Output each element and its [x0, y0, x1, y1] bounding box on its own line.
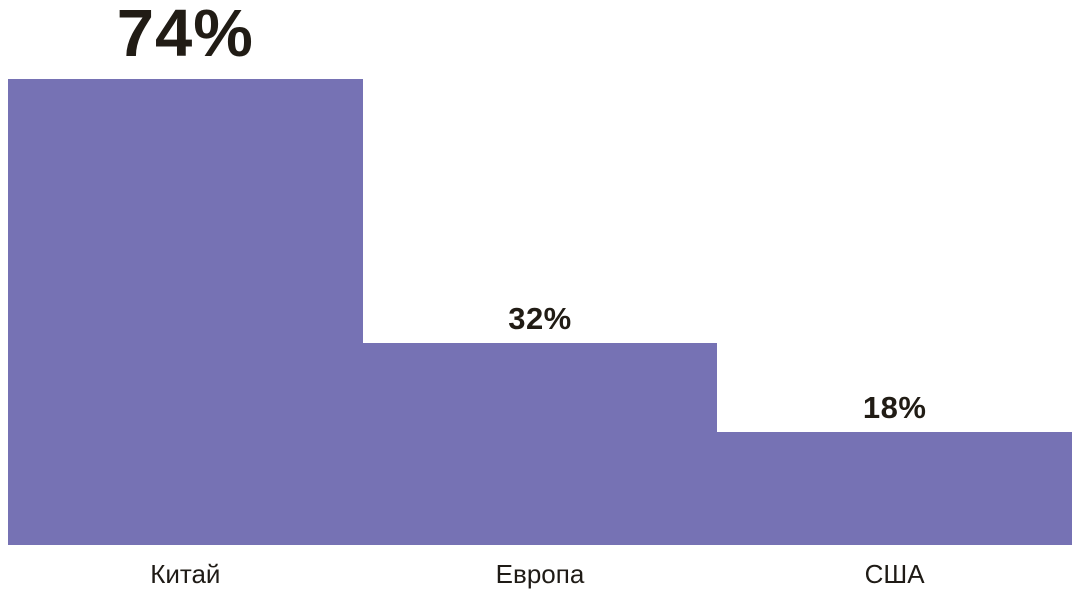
value-label-europe: 32% — [508, 301, 572, 337]
value-label-usa: 18% — [862, 390, 927, 426]
x-axis-label-europe: Европа — [495, 558, 585, 589]
bar-usa — [717, 432, 1072, 545]
bar-europe — [362, 343, 718, 545]
x-axis-label-china: Китай — [150, 558, 221, 589]
bar-column-europe: 32% — [362, 301, 718, 545]
value-label-china: 74% — [116, 0, 254, 71]
x-axis: Китай Европа США — [8, 545, 1072, 597]
bar-column-china: 74% — [8, 0, 363, 545]
bar-column-usa: 18% — [717, 392, 1072, 545]
plot-area: 74% 32% 18% — [8, 0, 1072, 545]
x-axis-label-usa: США — [864, 558, 925, 589]
bar-china — [8, 79, 363, 545]
